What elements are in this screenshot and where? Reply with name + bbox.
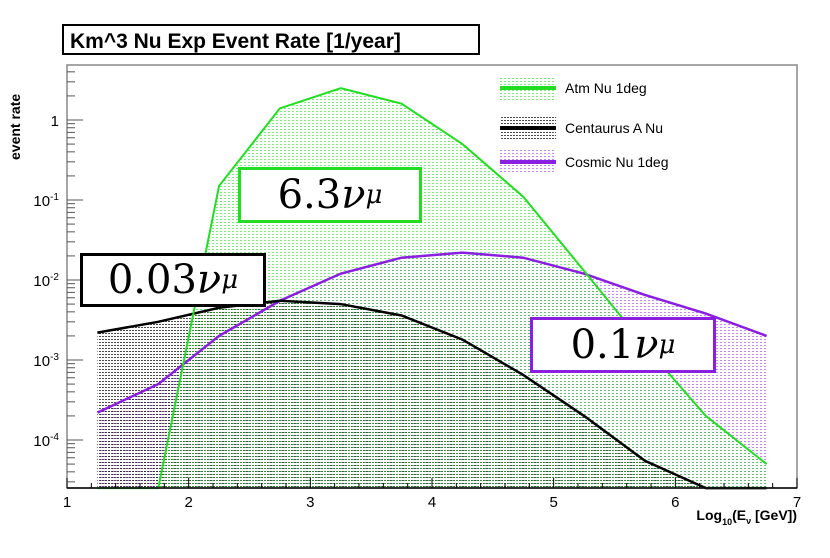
annotation-sub: μ	[658, 330, 676, 360]
annotation-value: 0.03	[107, 257, 197, 303]
annotation-nu: ν	[341, 172, 366, 218]
annotation-atm: 6.3 ν μ	[238, 167, 422, 223]
annotation-nu: ν	[196, 257, 222, 303]
x-tick-label: 4	[428, 494, 436, 511]
annotation-value: 0.1	[570, 322, 635, 368]
y-tick-label: 10-1	[33, 192, 59, 210]
x-tick-label: 6	[671, 494, 679, 511]
annotation-nu: ν	[634, 322, 659, 368]
x-tick-label: 3	[306, 494, 314, 511]
series-line-1	[97, 299, 767, 490]
annotation-sub: μ	[365, 180, 383, 210]
y-axis-label: event rate	[7, 94, 23, 160]
annotation-centaurus: 0.03 ν μ	[80, 253, 266, 307]
x-tick-label: 1	[63, 494, 71, 511]
legend-label: Atm Nu 1deg	[565, 80, 647, 96]
x-tick-label: 2	[184, 494, 192, 511]
y-tick-label: 10-4	[33, 432, 59, 450]
x-axis-label: Log10(Eν [GeV])	[696, 507, 797, 527]
annotation-cosmic: 0.1 ν μ	[530, 317, 716, 373]
chart-title: Km^3 Nu Exp Event Rate [1/year]	[62, 24, 480, 55]
x-tick-label: 7	[793, 494, 801, 511]
y-tick-label: 10-2	[33, 272, 59, 290]
annotation-value: 6.3	[277, 172, 342, 218]
x-tick-label: 5	[549, 494, 557, 511]
series-line-0	[96, 251, 768, 414]
annotation-sub: μ	[221, 265, 239, 295]
legend-label: Centaurus A Nu	[565, 120, 663, 136]
y-tick-label: 1	[51, 113, 59, 130]
legend-label: Cosmic Nu 1deg	[565, 154, 669, 170]
y-tick-label: 10-3	[33, 352, 59, 370]
